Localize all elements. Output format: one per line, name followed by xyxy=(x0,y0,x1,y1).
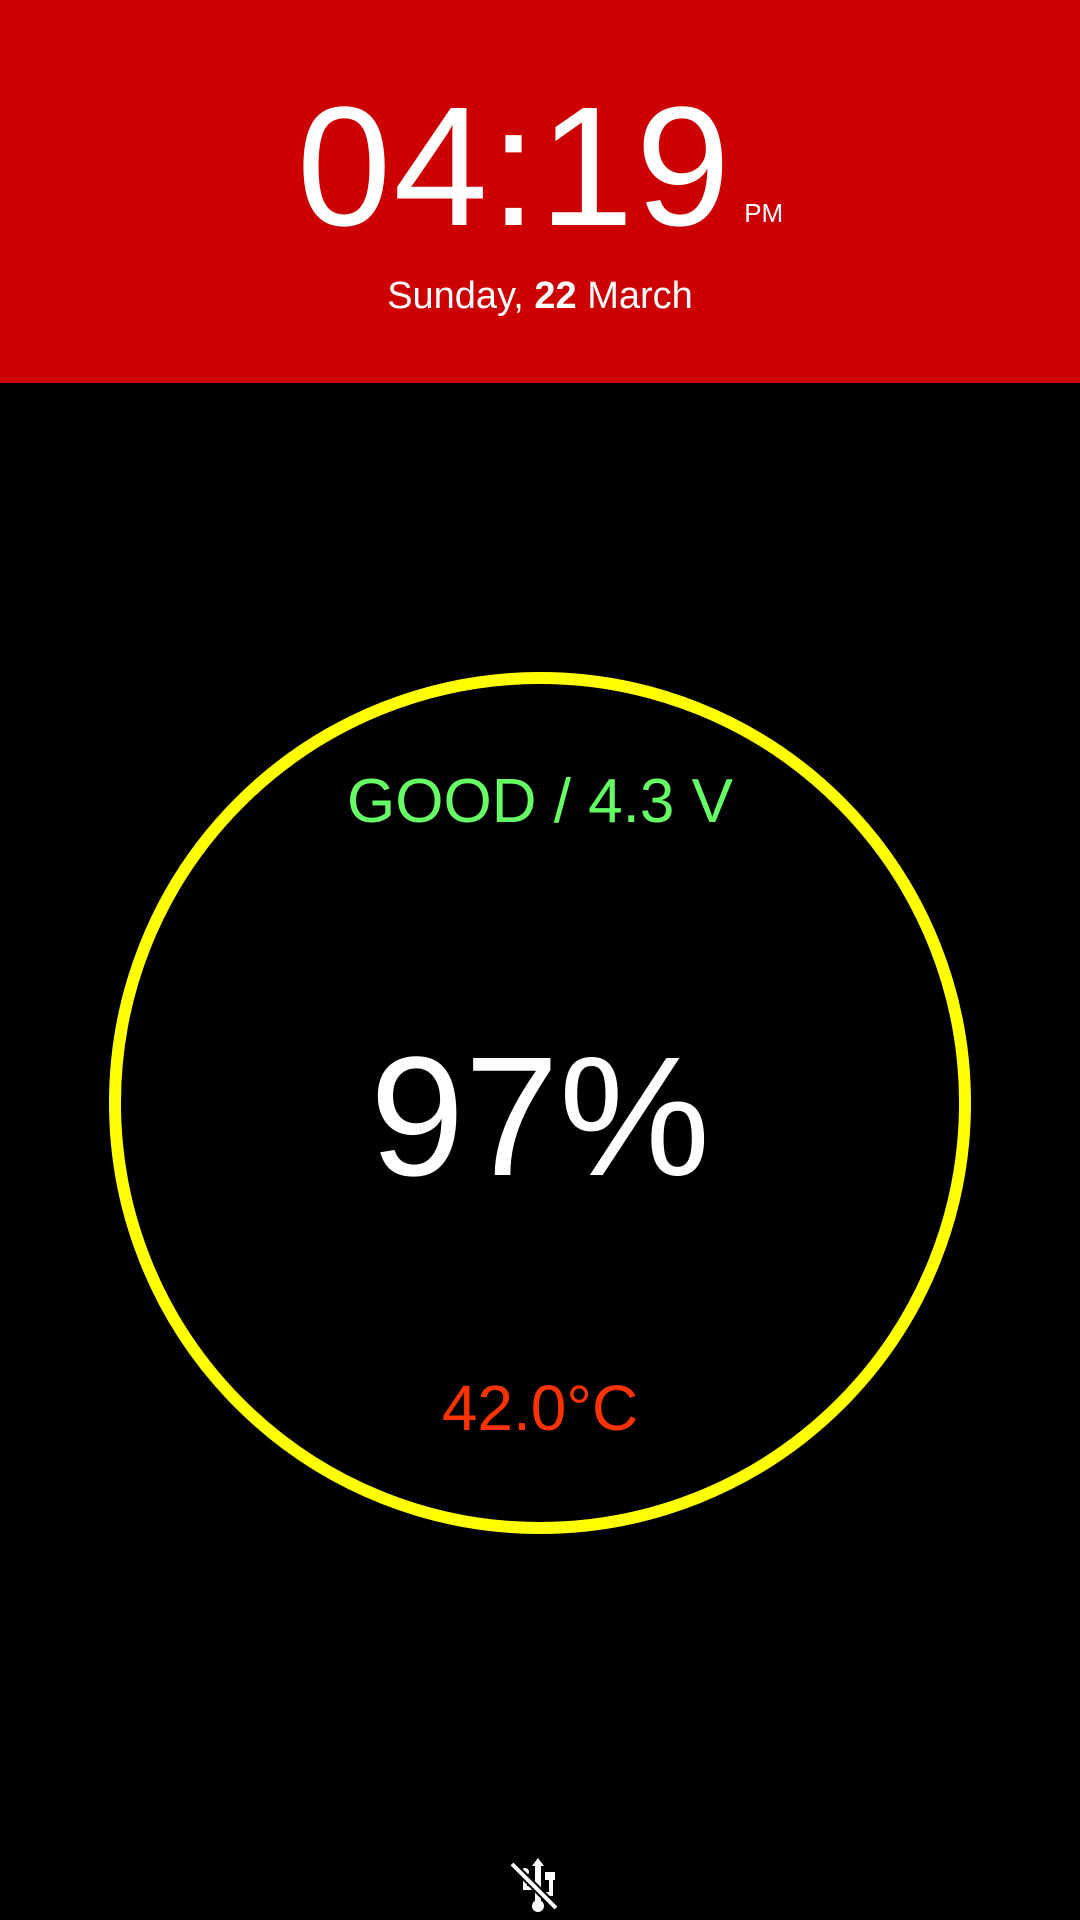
battery-temperature: 42.0°C xyxy=(441,1372,639,1444)
date-day: 22 xyxy=(534,275,577,317)
time-display: 04:19 PM xyxy=(0,82,1080,252)
clock-time: 04:19 xyxy=(296,72,733,262)
battery-ring-circle xyxy=(109,672,971,1534)
date-display: Sunday, 22 March xyxy=(0,272,1080,320)
clock-header: 04:19 PM Sunday, 22 March xyxy=(0,0,1080,383)
battery-ring xyxy=(107,670,973,1536)
clock-ampm: PM xyxy=(744,198,784,228)
battery-health-voltage: GOOD / 4.3 V xyxy=(347,767,733,836)
date-weekday: Sunday, xyxy=(387,275,524,317)
date-month: March xyxy=(587,275,693,317)
usb-disconnected-icon xyxy=(509,1858,566,1914)
battery-percentage: 97% xyxy=(369,1022,711,1212)
